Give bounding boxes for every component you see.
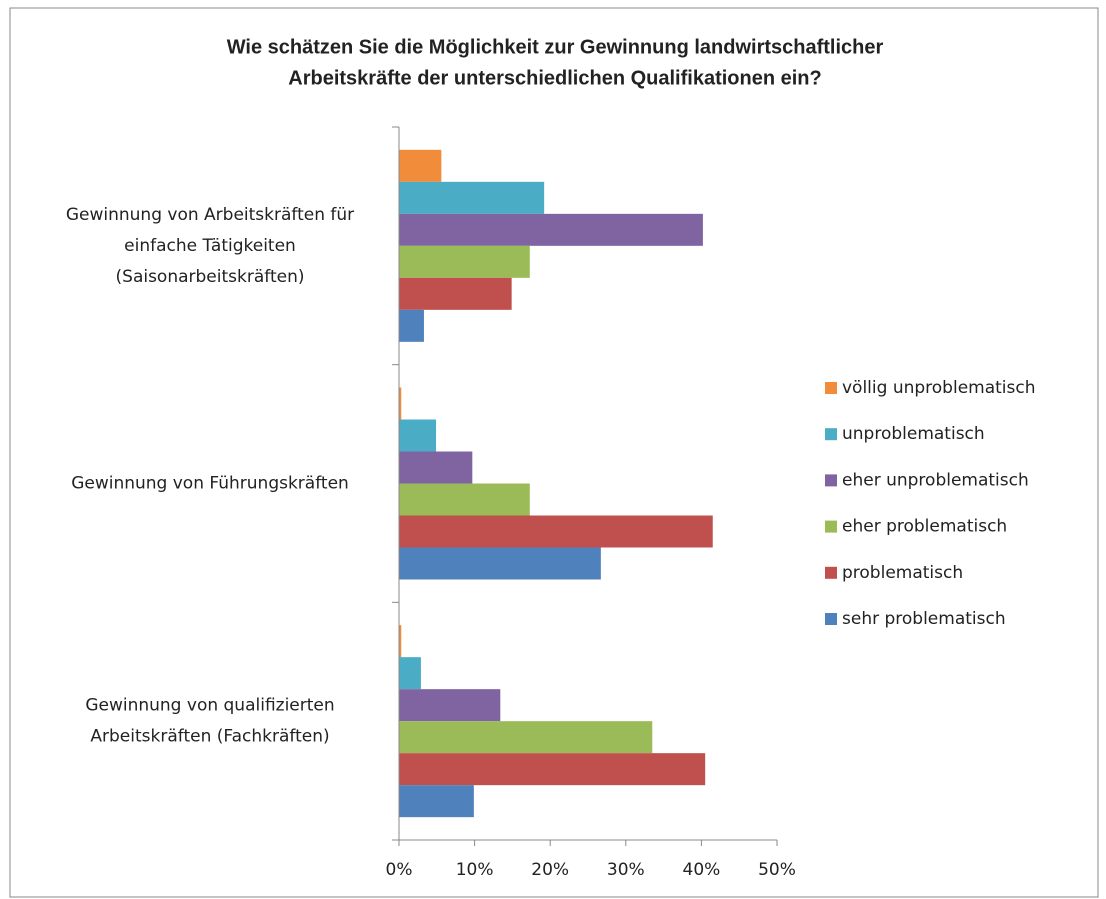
bar — [399, 785, 474, 818]
bar — [399, 547, 601, 580]
legend-label: eher unproblematisch — [842, 470, 1029, 490]
legend-swatch — [825, 428, 837, 441]
bar — [399, 277, 512, 310]
bar — [399, 657, 421, 690]
y-tick-label: Gewinnung von Führungskräften — [71, 474, 349, 494]
y-tick-label: (Saisonarbeitskräften) — [116, 267, 305, 287]
y-tick-label: Arbeitskräften (Fachkräften) — [90, 727, 329, 747]
legend-label: unproblematisch — [842, 424, 985, 444]
bar — [399, 149, 442, 182]
chart-title: Wie schätzen Sie die Möglichkeit zur Gew… — [227, 36, 884, 58]
legend-label: eher problematisch — [842, 517, 1007, 537]
y-tick-label: Gewinnung von qualifizierten — [85, 696, 334, 716]
bar — [399, 213, 703, 246]
chart-title: Arbeitskräfte der unterschiedlichen Qual… — [288, 67, 821, 89]
bar — [399, 245, 530, 278]
bar — [399, 689, 501, 722]
bar — [399, 419, 437, 452]
bar — [399, 721, 653, 754]
legend-label: völlig unproblematisch — [842, 378, 1036, 398]
bar — [399, 753, 706, 786]
y-tick-label: einfache Tätigkeiten — [124, 236, 296, 256]
x-tick-label: 0% — [386, 860, 413, 880]
bar — [399, 451, 473, 484]
legend-swatch — [825, 474, 837, 487]
legend-label: problematisch — [842, 563, 963, 583]
bar — [399, 181, 545, 214]
legend-swatch — [825, 382, 837, 394]
bar — [399, 625, 402, 658]
legend-swatch — [825, 613, 837, 625]
legend-swatch — [825, 520, 837, 533]
x-tick-label: 10% — [456, 860, 494, 880]
bar — [399, 483, 530, 516]
x-tick-label: 40% — [683, 860, 721, 880]
bar — [399, 309, 424, 342]
bar — [399, 515, 713, 548]
bar — [399, 387, 402, 420]
legend-label: sehr problematisch — [842, 609, 1006, 629]
x-tick-label: 50% — [758, 860, 796, 880]
legend-swatch — [825, 566, 837, 579]
x-tick-label: 30% — [607, 860, 645, 880]
x-tick-label: 20% — [531, 860, 569, 880]
y-tick-label: Gewinnung von Arbeitskräften für — [66, 205, 354, 225]
